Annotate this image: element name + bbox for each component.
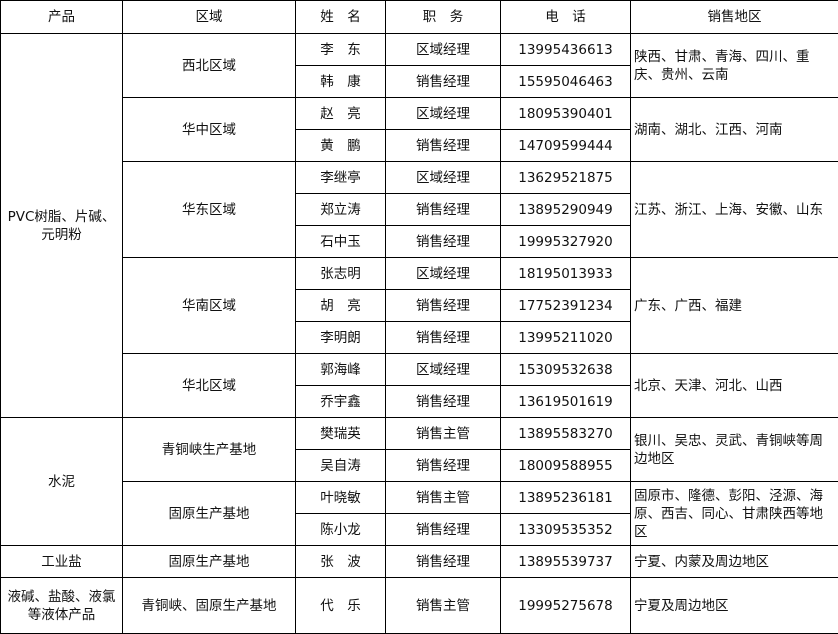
title-cell: 区域经理: [386, 354, 501, 386]
title-cell: 销售主管: [386, 418, 501, 450]
title-cell: 销售经理: [386, 226, 501, 258]
phone-cell: 13895290949: [501, 194, 631, 226]
sales-area-cell: 银川、吴忠、灵武、青铜峡等周边地区: [631, 418, 838, 482]
region-cell: 青铜峡生产基地: [123, 418, 296, 482]
region-cell: 青铜峡、固原生产基地: [123, 578, 296, 634]
name-cell: 李继亭: [296, 162, 386, 194]
phone-cell: 19995327920: [501, 226, 631, 258]
phone-cell: 14709599444: [501, 130, 631, 162]
phone-cell: 17752391234: [501, 290, 631, 322]
title-cell: 销售经理: [386, 386, 501, 418]
sales-area-cell: 广东、广西、福建: [631, 258, 838, 354]
title-cell: 销售经理: [386, 322, 501, 354]
name-cell: 韩 康: [296, 66, 386, 98]
header-product: 产品: [1, 1, 123, 34]
name-cell: 代 乐: [296, 578, 386, 634]
sales-area-cell: 湖南、湖北、江西、河南: [631, 98, 838, 162]
phone-cell: 13895236181: [501, 482, 631, 514]
phone-cell: 13629521875: [501, 162, 631, 194]
phone-cell: 19995275678: [501, 578, 631, 634]
region-cell: 固原生产基地: [123, 546, 296, 578]
name-cell: 石中玉: [296, 226, 386, 258]
phone-cell: 18195013933: [501, 258, 631, 290]
sales-area-cell: 宁夏及周边地区: [631, 578, 838, 634]
sales-area-cell: 陕西、甘肃、青海、四川、重庆、贵州、云南: [631, 34, 838, 98]
header-region: 区域: [123, 1, 296, 34]
name-cell: 陈小龙: [296, 514, 386, 546]
name-cell: 张志明: [296, 258, 386, 290]
name-cell: 郭海峰: [296, 354, 386, 386]
phone-cell: 13309535352: [501, 514, 631, 546]
title-cell: 区域经理: [386, 162, 501, 194]
header-row: 产品 区域 姓 名 职 务 电 话 销售地区: [1, 1, 838, 34]
phone-cell: 15309532638: [501, 354, 631, 386]
sales-area-cell: 宁夏、内蒙及周边地区: [631, 546, 838, 578]
name-cell: 张 波: [296, 546, 386, 578]
title-cell: 销售主管: [386, 482, 501, 514]
sales-area-cell: 北京、天津、河北、山西: [631, 354, 838, 418]
phone-cell: 13895583270: [501, 418, 631, 450]
phone-cell: 15595046463: [501, 66, 631, 98]
title-cell: 销售经理: [386, 546, 501, 578]
name-cell: 李 东: [296, 34, 386, 66]
name-cell: 赵 亮: [296, 98, 386, 130]
sales-area-cell: 固原市、隆德、彭阳、泾源、海原、西吉、同心、甘肃陕西等地区: [631, 482, 838, 546]
region-cell: 固原生产基地: [123, 482, 296, 546]
name-cell: 乔宇鑫: [296, 386, 386, 418]
title-cell: 销售经理: [386, 290, 501, 322]
name-cell: 黄 鹏: [296, 130, 386, 162]
region-cell: 西北区域: [123, 34, 296, 98]
title-cell: 区域经理: [386, 34, 501, 66]
name-cell: 叶晓敏: [296, 482, 386, 514]
product-cell: 水泥: [1, 418, 123, 546]
region-cell: 华东区域: [123, 162, 296, 258]
region-cell: 华南区域: [123, 258, 296, 354]
title-cell: 区域经理: [386, 98, 501, 130]
phone-cell: 13995436613: [501, 34, 631, 66]
phone-cell: 13619501619: [501, 386, 631, 418]
title-cell: 区域经理: [386, 258, 501, 290]
title-cell: 销售经理: [386, 194, 501, 226]
title-cell: 销售主管: [386, 578, 501, 634]
title-cell: 销售经理: [386, 66, 501, 98]
name-cell: 胡 亮: [296, 290, 386, 322]
header-sales-area: 销售地区: [631, 1, 838, 34]
phone-cell: 18009588955: [501, 450, 631, 482]
phone-cell: 13995211020: [501, 322, 631, 354]
header-phone: 电 话: [501, 1, 631, 34]
product-cell: 工业盐: [1, 546, 123, 578]
phone-cell: 18095390401: [501, 98, 631, 130]
header-title: 职 务: [386, 1, 501, 34]
product-cell: PVC树脂、片碱、元明粉: [1, 34, 123, 418]
name-cell: 郑立涛: [296, 194, 386, 226]
phone-cell: 13895539737: [501, 546, 631, 578]
sales-area-cell: 江苏、浙江、上海、安徽、山东: [631, 162, 838, 258]
name-cell: 吴自涛: [296, 450, 386, 482]
title-cell: 销售经理: [386, 514, 501, 546]
region-cell: 华北区域: [123, 354, 296, 418]
title-cell: 销售经理: [386, 450, 501, 482]
name-cell: 李明朗: [296, 322, 386, 354]
product-cell: 液碱、盐酸、液氯等液体产品: [1, 578, 123, 634]
header-name: 姓 名: [296, 1, 386, 34]
name-cell: 樊瑞英: [296, 418, 386, 450]
title-cell: 销售经理: [386, 130, 501, 162]
region-cell: 华中区域: [123, 98, 296, 162]
